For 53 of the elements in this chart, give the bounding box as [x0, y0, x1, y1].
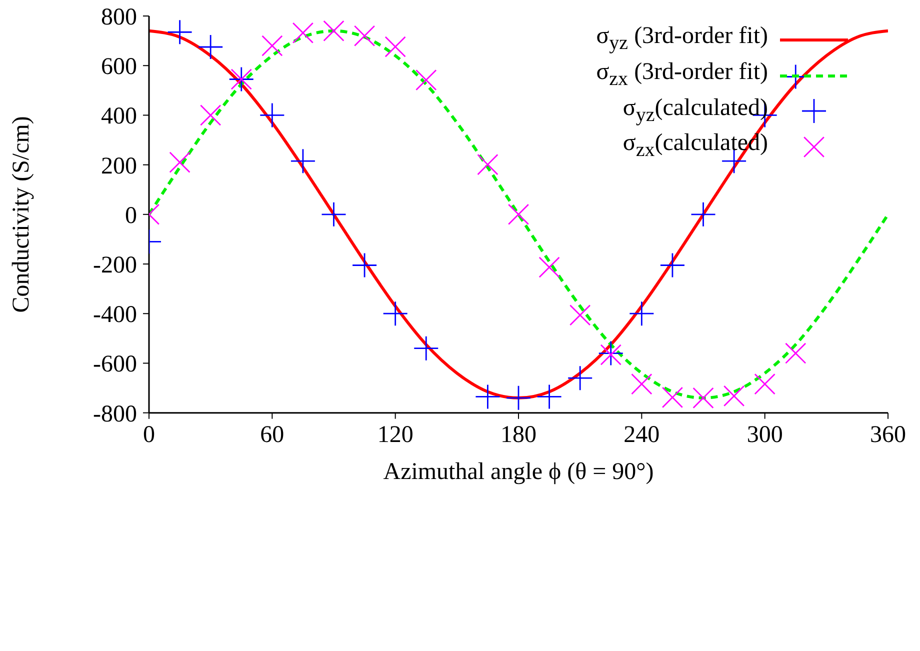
y-tick-label: 0 — [125, 202, 137, 229]
point — [506, 386, 530, 410]
point — [169, 152, 190, 173]
y-tick-label: 400 — [101, 104, 137, 130]
point — [691, 202, 716, 226]
y-tick-label: -600 — [93, 352, 137, 378]
x-tick-label: 0 — [143, 422, 155, 448]
point — [570, 304, 590, 326]
point — [692, 388, 714, 408]
point — [198, 35, 223, 59]
legend-label: σ$_{yz}$ (3rd-order fit) — [596, 22, 768, 56]
legend-label: σ$_{zx}$ (3rd-order fit) — [596, 58, 768, 92]
point — [724, 386, 744, 406]
point — [262, 35, 283, 56]
x-tick-label: 180 — [500, 422, 536, 448]
x-axis-title: Azimuthal angle ϕ (θ = 90°) — [383, 458, 654, 485]
point — [354, 25, 375, 46]
point — [416, 70, 437, 90]
point — [260, 103, 284, 128]
point — [477, 154, 498, 175]
point — [383, 302, 408, 326]
point — [568, 366, 592, 390]
point — [292, 22, 314, 44]
point — [630, 302, 654, 326]
y-tick-label: -400 — [93, 302, 137, 328]
x-tick-label: 300 — [746, 422, 783, 448]
point — [538, 256, 560, 278]
y-axis-title: Conductivity (S/cm) — [8, 116, 35, 313]
x-tick-label: 120 — [377, 422, 414, 448]
x-tick-label: 360 — [870, 422, 906, 448]
point — [662, 387, 683, 408]
point — [322, 202, 346, 226]
y-tick-label: 600 — [101, 54, 137, 80]
point — [323, 20, 344, 42]
point — [352, 253, 377, 278]
point — [200, 104, 221, 126]
x-tick-label: 60 — [260, 422, 284, 448]
point — [290, 149, 315, 174]
y-tick-label: -200 — [93, 252, 137, 279]
point — [476, 384, 500, 409]
y-tick-label: -800 — [93, 401, 137, 428]
y-tick-label: 800 — [101, 4, 137, 31]
point — [168, 20, 192, 44]
point — [785, 342, 806, 364]
point — [384, 36, 406, 58]
point — [660, 253, 684, 278]
point — [414, 336, 438, 360]
point — [537, 384, 562, 409]
x-tick-label: 240 — [624, 422, 660, 448]
y-tick-label: 200 — [101, 153, 137, 180]
point — [508, 204, 529, 225]
point — [754, 374, 776, 394]
point — [631, 374, 652, 394]
